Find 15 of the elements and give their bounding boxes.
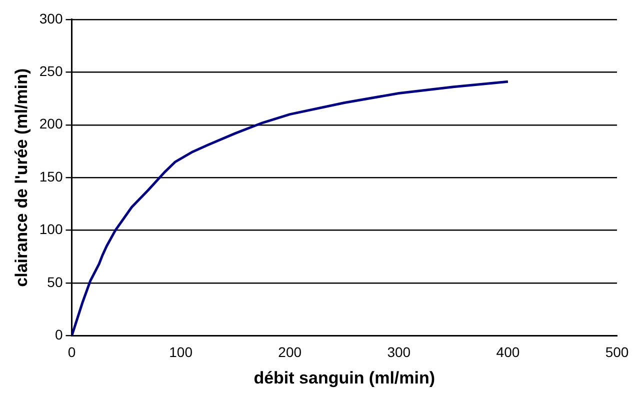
x-tick-label: 400 (496, 344, 520, 360)
y-tick-label: 300 (39, 10, 63, 26)
x-axis-title: débit sanguin (ml/min) (254, 368, 436, 388)
x-tick-label: 200 (278, 344, 302, 360)
x-tick-label: 500 (605, 344, 629, 360)
x-tick-label: 100 (169, 344, 193, 360)
y-tick-label: 50 (47, 274, 63, 290)
x-tick-label: 300 (387, 344, 411, 360)
y-tick-label: 200 (39, 116, 63, 132)
y-tick-label: 100 (39, 221, 63, 238)
y-tick-label: 150 (39, 168, 63, 184)
x-tick-label: 0 (68, 344, 76, 360)
y-axis-title: clairance de l'urée (ml/min) (12, 68, 31, 287)
y-tick-label: 250 (39, 62, 63, 79)
y-tick-label: 0 (54, 326, 63, 343)
